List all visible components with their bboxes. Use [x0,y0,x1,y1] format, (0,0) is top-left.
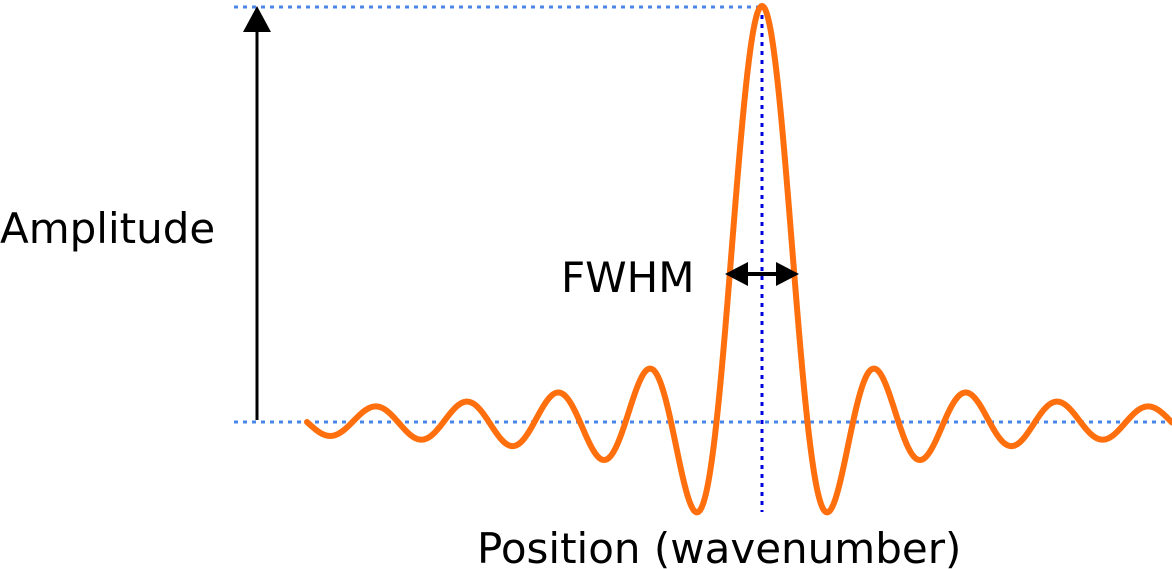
fwhm-arrow [725,262,799,286]
sinc-curve [304,3,1172,516]
amplitude-arrowhead [243,6,271,32]
fwhm-arrowhead-right [776,262,799,286]
fwhm-label: FWHM [561,253,695,302]
position-axis-label: Position (wavenumber) [477,524,961,569]
amplitude-arrow [243,6,271,420]
fwhm-arrowhead-left [725,262,748,286]
amplitude-label: Amplitude [0,204,215,253]
